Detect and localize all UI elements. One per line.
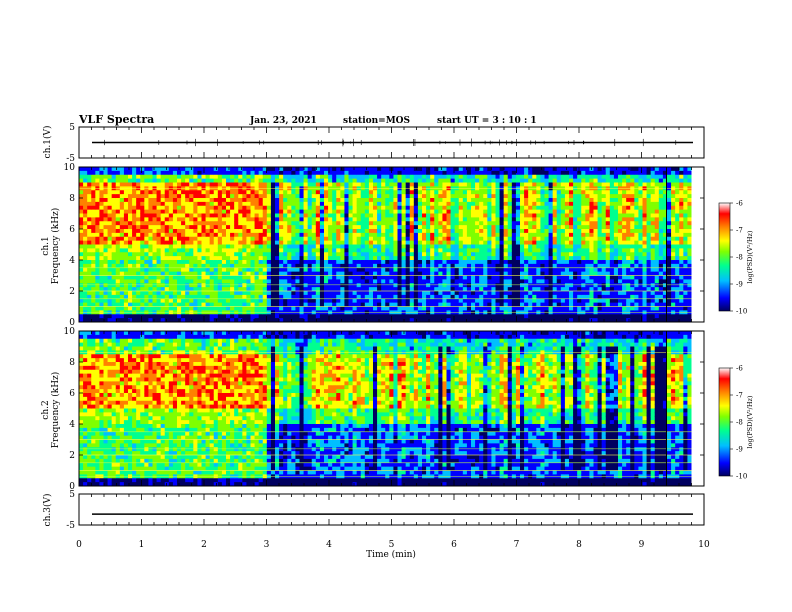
y-tick-label: 5 (69, 123, 75, 133)
time-axis: 0 1 2 3 4 5 6 7 8 9 10 (76, 540, 710, 550)
ch1-channel-ylabel: ch.1 (41, 236, 51, 255)
colorbar-tick-label: -8 (736, 254, 743, 262)
colorbar-tick-label: -6 (736, 365, 743, 373)
colorbar-tick-label: -10 (736, 308, 747, 316)
y-tick-label: 0 (69, 318, 75, 328)
y-tick-label: 8 (69, 358, 75, 368)
x-tick-label: 4 (326, 540, 332, 550)
ch3-voltage-ylabel: ch.3(V) (42, 494, 53, 527)
y-tick-label: 4 (69, 420, 75, 430)
ch2-frequency-ylabel: Frequency (kHz) (50, 372, 61, 449)
ch1-spectrogram-panel: 0 2 4 6 8 10 (64, 163, 705, 328)
y-tick-label: 2 (69, 451, 75, 461)
y-tick-label: -5 (66, 154, 75, 164)
figure-title: VLF Spectra (78, 113, 154, 126)
ch1-colorbar: log(PSD)(V²/Hz) -6 -7 -8 -9 -10 (718, 200, 754, 316)
y-tick-label: 4 (69, 256, 75, 266)
ch.1-no-data (691, 167, 704, 322)
x-tick-label: 7 (514, 540, 520, 550)
colorbar-tick-label: -9 (736, 446, 743, 454)
ch3-waveform-panel: 5 -5 (66, 490, 705, 531)
ch2-colorbar: log(PSD)(V²/Hz) -6 -7 -8 -9 -10 (718, 365, 754, 481)
ch.2-spectrogram-cells (79, 331, 692, 487)
ch.2-no-data (691, 331, 704, 486)
ch2-spectrogram-panel: 0 2 4 6 8 10 (64, 327, 705, 492)
ch2-channel-ylabel: ch.2 (41, 400, 51, 419)
y-tick-label: 0 (69, 482, 75, 492)
x-tick-label: 2 (201, 540, 207, 550)
y-tick-label: 6 (69, 225, 75, 235)
y-tick-label: 5 (69, 490, 75, 500)
start-time-label: start UT = 3 : 10 : 1 (437, 116, 537, 126)
y-tick-label: 10 (64, 163, 76, 173)
ch1-frequency-ylabel: Frequency (kHz) (50, 208, 61, 285)
x-tick-label: 8 (576, 540, 582, 550)
y-tick-label: 10 (64, 327, 76, 337)
colorbar-tick-label: -7 (736, 227, 743, 235)
x-tick-label: 1 (139, 540, 145, 550)
x-tick-label: 10 (698, 540, 710, 550)
ch1-voltage-ylabel: ch.1(V) (42, 126, 53, 159)
ch2-colorbar-label: log(PSD)(V²/Hz) (746, 395, 754, 448)
x-tick-label: 9 (639, 540, 645, 550)
time-axis-label: Time (min) (366, 549, 416, 560)
ch1-colorbar-label: log(PSD)(V²/Hz) (746, 230, 754, 283)
station-label: station=MOS (343, 116, 410, 126)
colorbar-tick-label: -6 (736, 200, 743, 208)
x-tick-label: 3 (264, 540, 270, 550)
x-tick-label: 0 (76, 540, 82, 550)
colorbar-tick-label: -10 (736, 473, 747, 481)
date-label: Jan. 23, 2021 (249, 116, 317, 126)
y-tick-label: -5 (66, 521, 75, 531)
x-tick-label: 6 (451, 540, 457, 550)
y-tick-label: 6 (69, 389, 75, 399)
colorbar-tick-label: -8 (736, 419, 743, 427)
colorbar-tick-label: -9 (736, 281, 743, 289)
colorbar-tick-label: -7 (736, 392, 743, 400)
ch.1-spectrogram-cells (79, 167, 692, 323)
x-tick-label: 5 (389, 540, 395, 550)
y-tick-label: 2 (69, 287, 75, 297)
y-tick-label: 8 (69, 194, 75, 204)
ch1-waveform-panel: 5 -5 (66, 123, 705, 164)
